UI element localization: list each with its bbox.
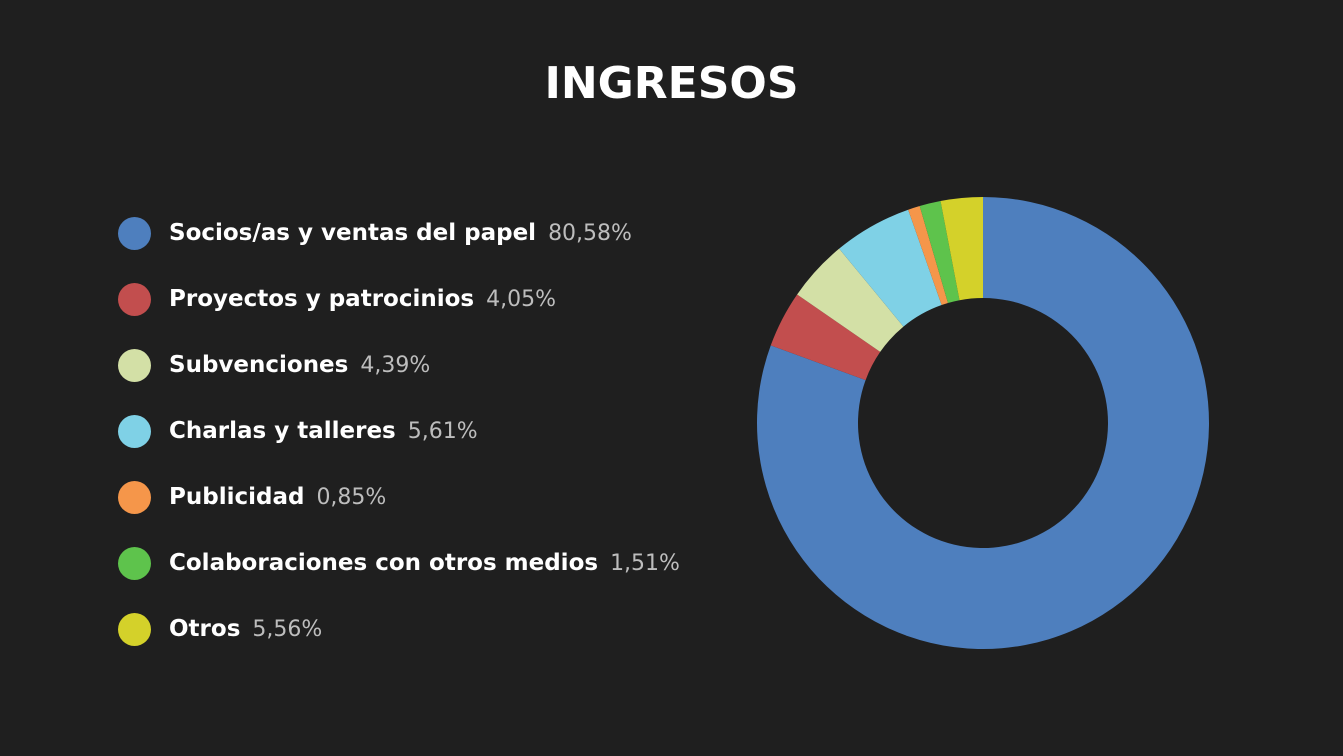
legend-label: Charlas y talleres bbox=[169, 418, 396, 444]
legend-item: Otros 5,56% bbox=[118, 596, 680, 662]
donut-slice bbox=[757, 197, 1209, 649]
legend-value: 4,05% bbox=[486, 286, 556, 312]
legend-value: 5,56% bbox=[252, 616, 323, 642]
legend-label: Otros bbox=[169, 616, 241, 642]
legend-label: Colaboraciones con otros medios bbox=[169, 550, 599, 576]
legend-label: Proyectos y patrocinios bbox=[169, 286, 475, 312]
legend-item: Socios/as y ventas del papel 80,58% bbox=[118, 200, 680, 266]
legend-value: 80,58% bbox=[548, 220, 632, 246]
legend-value: 1,51% bbox=[610, 550, 680, 576]
legend-color-swatch bbox=[118, 282, 151, 316]
legend-color-swatch bbox=[118, 414, 151, 448]
donut-slice bbox=[797, 248, 904, 352]
legend-color-swatch bbox=[118, 612, 151, 646]
legend-value: 0,85% bbox=[316, 484, 387, 510]
donut-slice bbox=[770, 294, 881, 381]
chart-legend: Socios/as y ventas del papel 80,58% Proy… bbox=[118, 200, 680, 662]
chart-title: INGRESOS bbox=[544, 58, 799, 109]
legend-label: Socios/as y ventas del papel bbox=[169, 220, 537, 246]
legend-color-swatch bbox=[118, 348, 151, 382]
donut-slice bbox=[908, 206, 948, 306]
donut-slice bbox=[839, 209, 942, 327]
legend-item: Subvenciones 4,39% bbox=[118, 332, 680, 398]
legend-value: 4,39% bbox=[360, 352, 431, 378]
legend-color-swatch bbox=[118, 546, 151, 580]
donut-chart bbox=[757, 197, 1209, 649]
legend-value: 5,61% bbox=[407, 418, 478, 444]
donut-slice bbox=[919, 201, 960, 304]
legend-color-swatch bbox=[118, 480, 151, 514]
legend-label: Subvenciones bbox=[169, 352, 349, 378]
legend-item: Publicidad 0,85% bbox=[118, 464, 680, 530]
donut-slice bbox=[940, 197, 983, 301]
legend-item: Proyectos y patrocinios 4,05% bbox=[118, 266, 680, 332]
legend-label: Publicidad bbox=[169, 484, 305, 510]
legend-color-swatch bbox=[118, 216, 151, 250]
legend-item: Colaboraciones con otros medios 1,51% bbox=[118, 530, 680, 596]
legend-item: Charlas y talleres 5,61% bbox=[118, 398, 680, 464]
